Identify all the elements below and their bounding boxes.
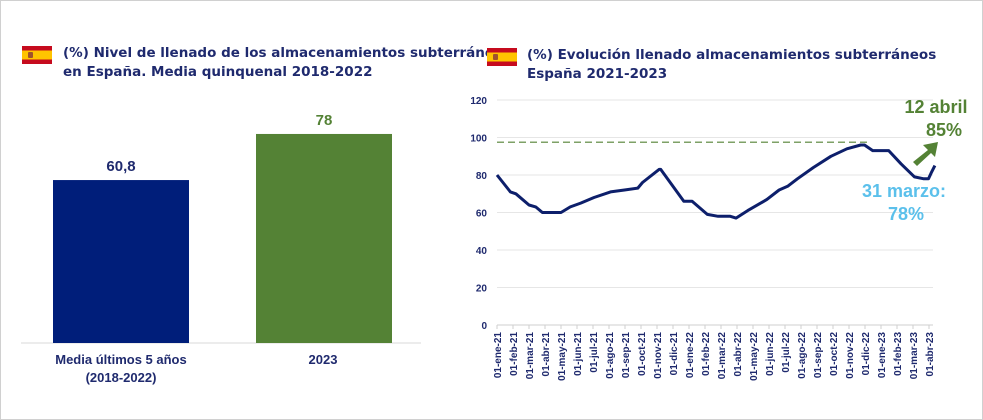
bar-category-label: Media últimos 5 años (2018-2022) <box>21 351 221 387</box>
bar-chart: 60,8 78 <box>21 112 421 344</box>
x-tick-label: 01-jun-22 <box>765 332 776 376</box>
x-tick-label: 01-jun-21 <box>573 332 584 376</box>
annotation-value: 85% <box>926 120 962 140</box>
category-line: 2023 <box>308 352 338 367</box>
y-tick-label: 0 <box>481 321 487 332</box>
y-tick-label: 20 <box>476 284 488 295</box>
annotation-value: 78% <box>888 204 924 224</box>
x-tick-label: 01-dic-21 <box>669 332 680 376</box>
x-tick-label: 01-dic-22 <box>861 332 872 376</box>
y-tick-label: 40 <box>476 246 488 257</box>
x-tick-label: 01-ene-21 <box>493 332 504 379</box>
x-tick-label: 01-feb-23 <box>893 332 904 376</box>
title-line: España 2021-2023 <box>527 66 668 82</box>
x-tick-label: 01-feb-21 <box>509 332 520 376</box>
annotation-label: 31 marzo: <box>862 181 946 201</box>
spain-flag-icon <box>22 46 52 64</box>
x-tick-label: 01-oct-21 <box>637 332 648 376</box>
x-tick-label: 01-mar-21 <box>525 332 536 380</box>
title-line: (%) Evolución llenado almacenamientos su… <box>527 47 937 63</box>
title-line: (%) Nivel de llenado de los almacenamien… <box>63 45 512 61</box>
x-tick-label: 01-ago-21 <box>605 332 616 379</box>
x-tick-label: 01-abr-21 <box>541 332 552 377</box>
right-chart-title: (%) Evolución llenado almacenamientos su… <box>527 46 936 84</box>
arrow-up-right-icon <box>913 142 938 166</box>
x-tick-label: 01-sep-22 <box>813 332 824 379</box>
spain-flag-icon <box>487 48 517 66</box>
bar-data-label: 78 <box>316 112 333 129</box>
series-line <box>495 143 937 220</box>
x-tick-label: 01-ene-22 <box>685 332 696 379</box>
category-line: Media últimos 5 años <box>55 352 187 367</box>
x-tick-label: 01-ene-23 <box>877 332 888 379</box>
bar <box>256 133 392 343</box>
x-tick-label: 01-sep-21 <box>621 332 632 379</box>
title-line: en España. Media quinquenal 2018-2022 <box>63 64 373 80</box>
category-line: (2018-2022) <box>85 370 157 385</box>
x-tick-label: 01-jul-22 <box>781 332 792 373</box>
x-tick-label: 01-may-21 <box>557 332 568 381</box>
x-tick-label: 01-feb-22 <box>701 332 712 376</box>
bar <box>53 180 189 343</box>
annotation-label: 12 abril <box>904 97 967 117</box>
x-tick-label: 01-jul-21 <box>589 332 600 373</box>
x-tick-label: 01-may-22 <box>749 332 760 381</box>
left-chart-title: (%) Nivel de llenado de los almacenamien… <box>63 44 511 82</box>
x-tick-label: 01-nov-22 <box>845 332 856 379</box>
y-tick-label: 60 <box>476 209 488 220</box>
y-tick-label: 100 <box>470 134 487 145</box>
x-tick-label: 01-oct-22 <box>829 332 840 376</box>
x-tick-label: 01-ago-22 <box>797 332 808 379</box>
x-tick-label: 01-nov-21 <box>653 332 664 379</box>
bar-category-label: 2023 <box>223 351 423 369</box>
x-tick-label: 01-abr-23 <box>925 332 936 377</box>
x-tick-label: 01-abr-22 <box>733 332 744 377</box>
bar-data-label: 60,8 <box>106 158 135 175</box>
y-tick-label: 80 <box>476 171 488 182</box>
y-tick-label: 120 <box>470 96 487 107</box>
x-tick-label: 01-mar-23 <box>909 332 920 380</box>
x-tick-label: 01-mar-22 <box>717 332 728 380</box>
